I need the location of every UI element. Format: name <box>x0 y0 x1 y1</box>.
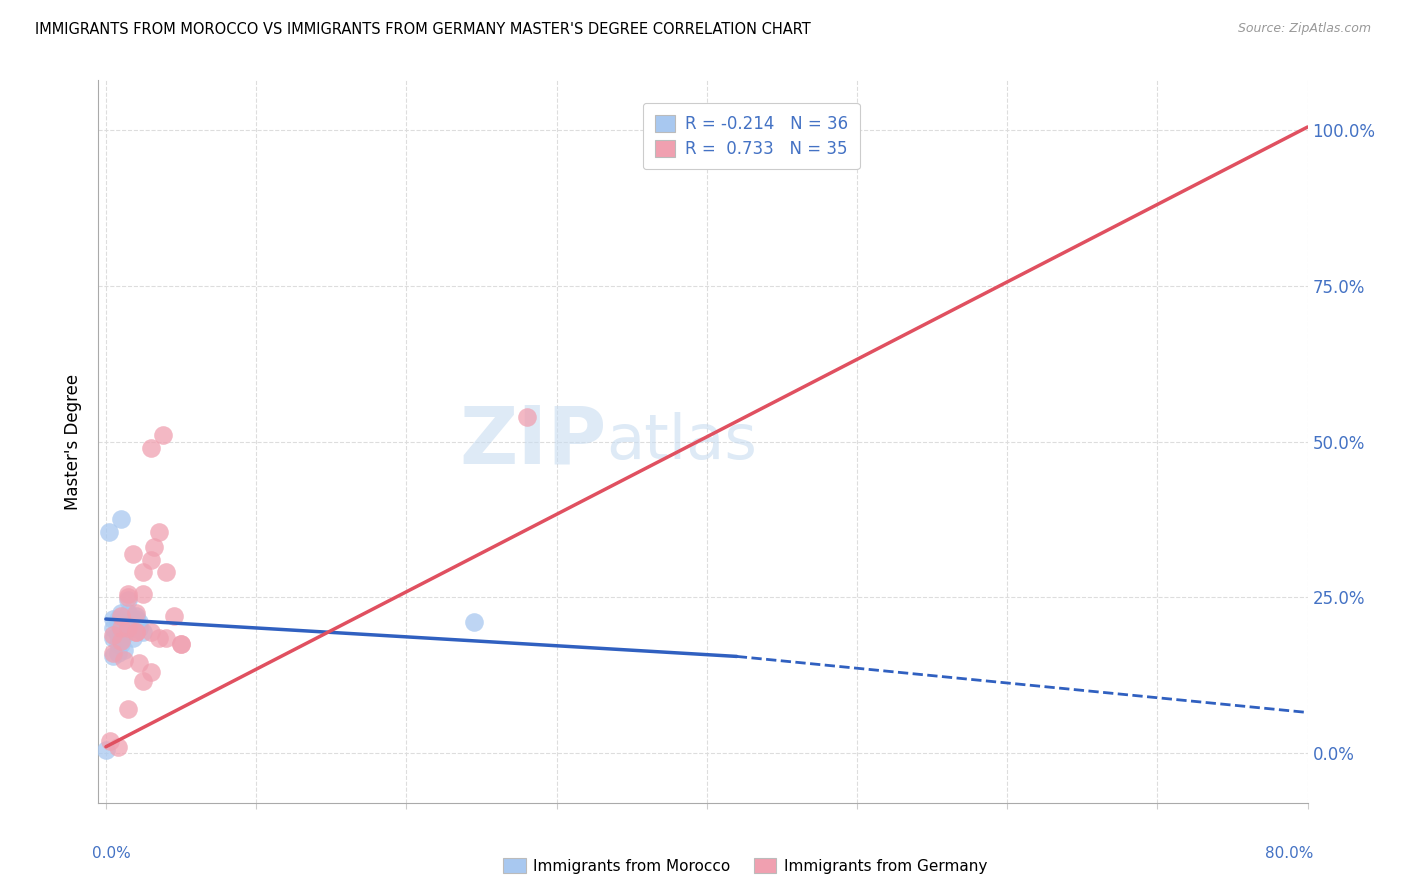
Point <box>112 627 135 641</box>
Point <box>110 609 132 624</box>
Point <box>125 624 148 639</box>
Y-axis label: Master's Degree: Master's Degree <box>65 374 83 509</box>
Point <box>155 631 177 645</box>
Point <box>103 646 125 660</box>
Point <box>112 624 135 639</box>
Point <box>122 612 145 626</box>
Point <box>94 743 117 757</box>
Text: Source: ZipAtlas.com: Source: ZipAtlas.com <box>1237 22 1371 36</box>
Point <box>122 621 145 635</box>
Point <box>125 624 148 639</box>
Text: 80.0%: 80.0% <box>1265 847 1313 861</box>
Point <box>463 615 485 630</box>
Point <box>110 621 132 635</box>
Point <box>107 739 129 754</box>
Point <box>117 593 139 607</box>
Point <box>139 624 162 639</box>
Point <box>110 633 132 648</box>
Point <box>125 609 148 624</box>
Point <box>515 409 537 424</box>
Point <box>132 587 155 601</box>
Point <box>97 524 120 539</box>
Point <box>110 624 132 639</box>
Point <box>128 656 150 670</box>
Point <box>112 643 135 657</box>
Point <box>112 652 135 666</box>
Point <box>132 624 155 639</box>
Point <box>107 615 129 630</box>
Point <box>139 665 162 679</box>
Point <box>128 615 150 630</box>
Point <box>117 621 139 635</box>
Point <box>152 428 174 442</box>
Point <box>117 618 139 632</box>
Point <box>143 541 166 555</box>
Point <box>139 553 162 567</box>
Point <box>110 512 132 526</box>
Point <box>112 621 135 635</box>
Point <box>110 631 132 645</box>
Point <box>103 649 125 664</box>
Legend: R = -0.214   N = 36, R =  0.733   N = 35: R = -0.214 N = 36, R = 0.733 N = 35 <box>643 103 859 169</box>
Text: IMMIGRANTS FROM MOROCCO VS IMMIGRANTS FROM GERMANY MASTER'S DEGREE CORRELATION C: IMMIGRANTS FROM MOROCCO VS IMMIGRANTS FR… <box>35 22 811 37</box>
Point <box>107 627 129 641</box>
Point <box>117 615 139 630</box>
Point <box>107 612 129 626</box>
Point <box>148 524 170 539</box>
Point <box>125 606 148 620</box>
Point <box>132 566 155 580</box>
Point <box>132 674 155 689</box>
Point <box>100 733 122 747</box>
Point <box>117 618 139 632</box>
Point <box>103 612 125 626</box>
Point <box>117 621 139 635</box>
Point <box>162 609 184 624</box>
Point <box>107 646 129 660</box>
Point <box>139 441 162 455</box>
Point <box>122 631 145 645</box>
Point <box>112 624 135 639</box>
Point <box>103 627 125 641</box>
Point <box>117 591 139 605</box>
Point <box>170 637 193 651</box>
Text: 0.0%: 0.0% <box>93 847 131 861</box>
Point <box>103 621 125 635</box>
Point <box>110 637 132 651</box>
Point <box>110 606 132 620</box>
Point <box>170 637 193 651</box>
Point <box>117 702 139 716</box>
Point <box>665 123 688 137</box>
Text: atlas: atlas <box>606 411 758 472</box>
Point <box>117 587 139 601</box>
Point <box>103 631 125 645</box>
Point <box>155 566 177 580</box>
Text: ZIP: ZIP <box>458 402 606 481</box>
Point <box>122 547 145 561</box>
Point <box>125 612 148 626</box>
Point <box>148 631 170 645</box>
Point <box>128 621 150 635</box>
Legend: Immigrants from Morocco, Immigrants from Germany: Immigrants from Morocco, Immigrants from… <box>496 852 994 880</box>
Point <box>117 606 139 620</box>
Point <box>107 637 129 651</box>
